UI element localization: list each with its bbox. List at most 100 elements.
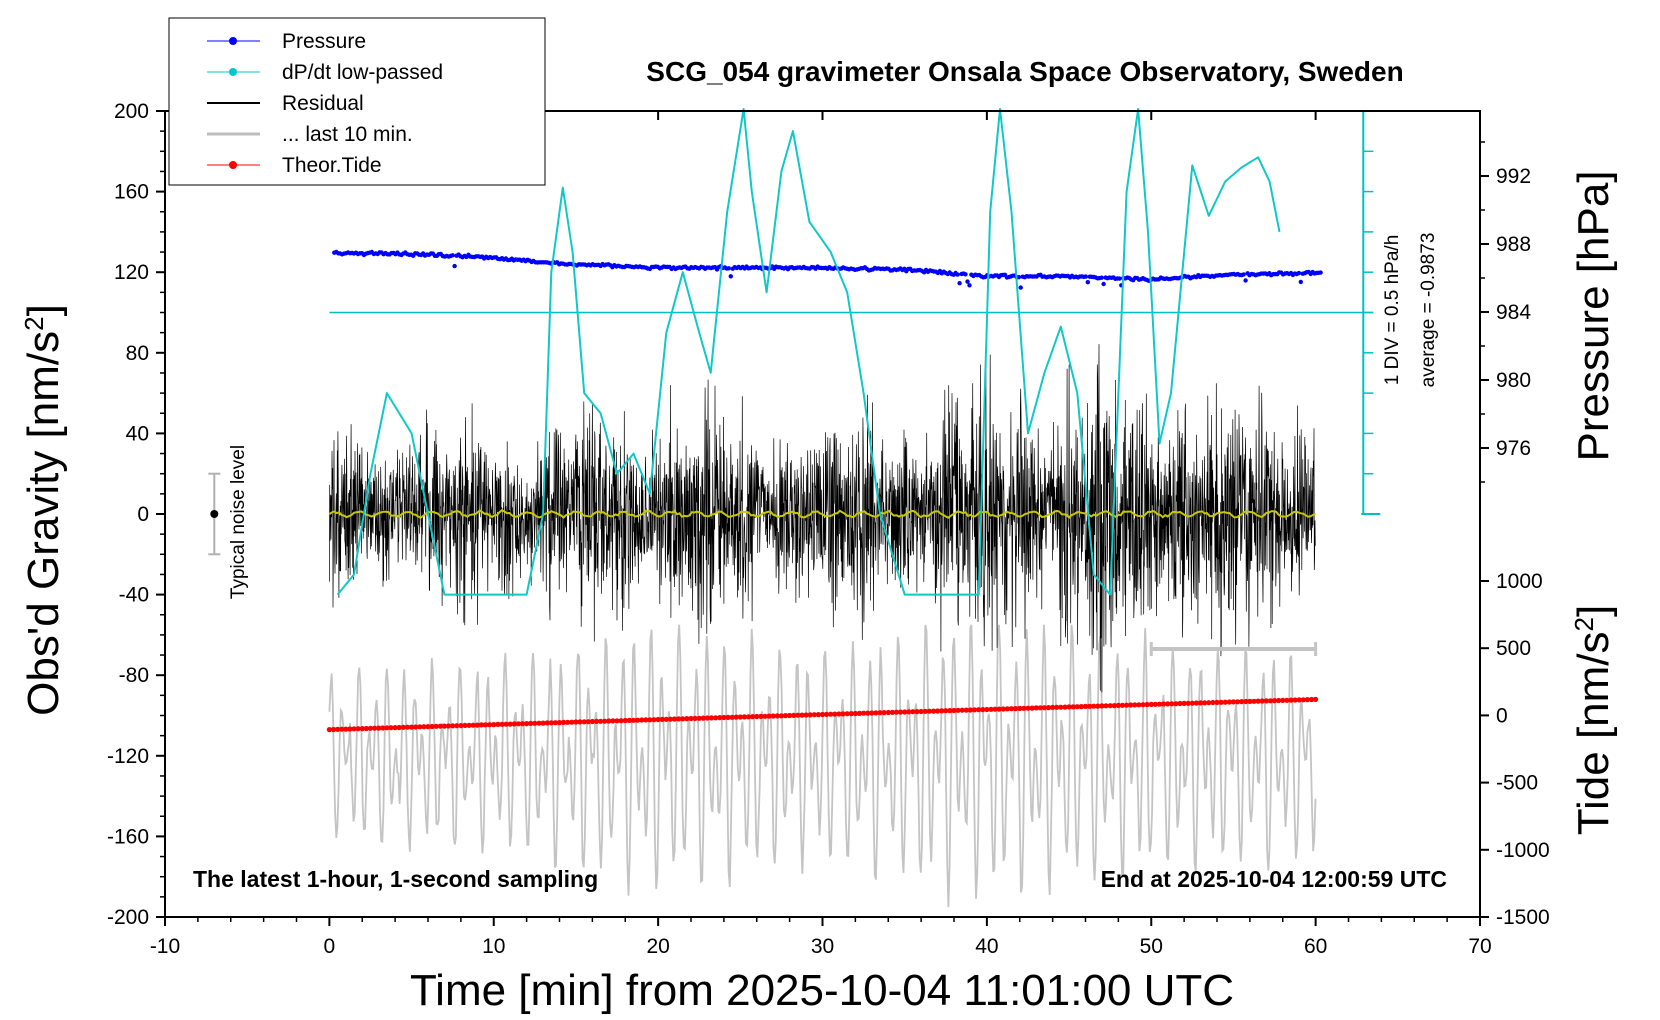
theor-tide-point bbox=[1259, 698, 1265, 704]
theor-tide-point bbox=[1066, 704, 1072, 710]
theor-tide-point bbox=[495, 721, 501, 728]
theor-tide-point bbox=[1189, 700, 1195, 706]
theor-tide-point bbox=[750, 714, 756, 720]
theor-tide-point bbox=[836, 711, 842, 717]
theor-tide-point bbox=[1119, 702, 1126, 708]
theor-tide-point bbox=[704, 715, 711, 721]
theor-tide-point bbox=[1136, 702, 1142, 708]
theor-tide-point bbox=[602, 718, 608, 724]
x-tick-label: 50 bbox=[1140, 935, 1163, 958]
div-label: 1 DIV = 0.5 hPa/h bbox=[1382, 235, 1403, 386]
theor-tide-point bbox=[692, 715, 698, 722]
theor-tide-point bbox=[951, 707, 957, 714]
theor-tide-point bbox=[778, 713, 785, 719]
theor-tide-point bbox=[1177, 700, 1183, 707]
pressure-point bbox=[1318, 270, 1323, 275]
theor-tide-point bbox=[717, 715, 723, 721]
theor-tide-point bbox=[392, 725, 398, 731]
y-axis-label-sup: 2 bbox=[19, 316, 49, 330]
theor-tide-point bbox=[1267, 698, 1273, 704]
theor-tide-point bbox=[355, 726, 361, 732]
theor-tide-point bbox=[832, 711, 838, 717]
theor-tide-point bbox=[367, 725, 374, 731]
theor-tide-point bbox=[930, 708, 937, 714]
theor-tide-point bbox=[1000, 706, 1006, 712]
dpdt-series bbox=[336, 108, 1281, 596]
theor-tide-point bbox=[1280, 697, 1286, 704]
theor-tide-point bbox=[618, 718, 624, 724]
theor-tide-point bbox=[1288, 697, 1294, 703]
theor-tide-point bbox=[877, 710, 883, 716]
residual-smoothed-line bbox=[328, 508, 1316, 520]
theor-tide-point bbox=[589, 718, 596, 725]
theor-tide-point bbox=[914, 709, 920, 715]
pressure-point bbox=[1101, 281, 1106, 287]
theor-tide-point bbox=[528, 720, 534, 727]
pressure-point bbox=[1085, 280, 1091, 285]
pressure-tick-label: 992 bbox=[1496, 165, 1531, 188]
theor-tide-point bbox=[988, 706, 994, 712]
theor-tide-point bbox=[885, 709, 891, 716]
noise-dot bbox=[210, 510, 219, 518]
theor-tide-point bbox=[1070, 704, 1076, 710]
theor-tide-point bbox=[663, 716, 669, 722]
theor-tide-point bbox=[922, 708, 928, 714]
theor-tide-point bbox=[1313, 696, 1319, 703]
theor-tide-point bbox=[598, 718, 604, 724]
theor-tide-point bbox=[955, 707, 961, 713]
theor-tide-point bbox=[1284, 697, 1290, 703]
theor-tide-point bbox=[639, 717, 645, 723]
theor-tide-point bbox=[326, 727, 332, 733]
theor-tide-point bbox=[487, 722, 493, 728]
theor-tide-point bbox=[758, 713, 764, 720]
theor-tide-point bbox=[844, 711, 850, 717]
theor-tide-point bbox=[552, 720, 559, 726]
last-10-min-line bbox=[328, 624, 1317, 908]
theor-tide-point bbox=[380, 725, 386, 731]
theor-tide-point bbox=[1255, 698, 1261, 704]
pressure-tick-label: 988 bbox=[1496, 233, 1531, 256]
theor-tide-point bbox=[573, 719, 579, 725]
theor-tide-point bbox=[376, 725, 382, 731]
theor-tide-point bbox=[963, 707, 969, 713]
tide-tick-label: 1000 bbox=[1496, 570, 1543, 593]
theor-tide-point bbox=[1222, 699, 1228, 705]
y-tick-label: -200 bbox=[107, 906, 149, 929]
theor-tide-point bbox=[1271, 698, 1278, 704]
theor-tide-point bbox=[1087, 703, 1093, 709]
theor-tide-point bbox=[935, 708, 941, 714]
theor-tide-point bbox=[499, 721, 505, 727]
footer-right: End at 2025-10-04 12:00:59 UTC bbox=[1101, 866, 1447, 892]
theor-tide-point bbox=[1124, 702, 1130, 708]
pressure-point bbox=[957, 281, 962, 286]
theor-tide-point bbox=[898, 709, 904, 715]
theor-tide-point bbox=[861, 710, 867, 716]
theor-tide-point bbox=[1140, 702, 1146, 708]
theor-tide-point bbox=[417, 724, 423, 730]
theor-tide-point bbox=[622, 717, 628, 724]
theor-tide-point bbox=[807, 712, 813, 718]
theor-tide-point bbox=[1099, 703, 1105, 709]
theor-tide-point bbox=[1308, 696, 1315, 703]
theor-tide-point bbox=[1300, 697, 1306, 703]
theor-tide-point bbox=[828, 711, 834, 717]
theor-tide-point bbox=[1247, 698, 1253, 705]
theor-tide-point bbox=[926, 708, 932, 714]
legend-label: ... last 10 min. bbox=[282, 123, 413, 146]
theor-tide-point bbox=[569, 719, 575, 725]
x-axis-label: Time [min] from 2025-10-04 11:01:00 UTC bbox=[410, 966, 1234, 1015]
theor-tide-point bbox=[413, 724, 419, 730]
theor-tide-point bbox=[1169, 701, 1175, 707]
theor-tide-point bbox=[630, 717, 637, 723]
theor-tide-point bbox=[1230, 699, 1236, 705]
theor-tide-point bbox=[1091, 703, 1097, 709]
theor-tide-point bbox=[1304, 697, 1310, 703]
theor-tide-point bbox=[902, 709, 908, 715]
theor-tide-point bbox=[593, 718, 600, 725]
legend-label: Residual bbox=[282, 92, 364, 115]
theor-tide-point bbox=[606, 718, 612, 724]
theor-tide-point bbox=[470, 722, 476, 728]
theor-tide-point bbox=[1243, 698, 1249, 705]
theor-tide-point bbox=[774, 713, 780, 719]
